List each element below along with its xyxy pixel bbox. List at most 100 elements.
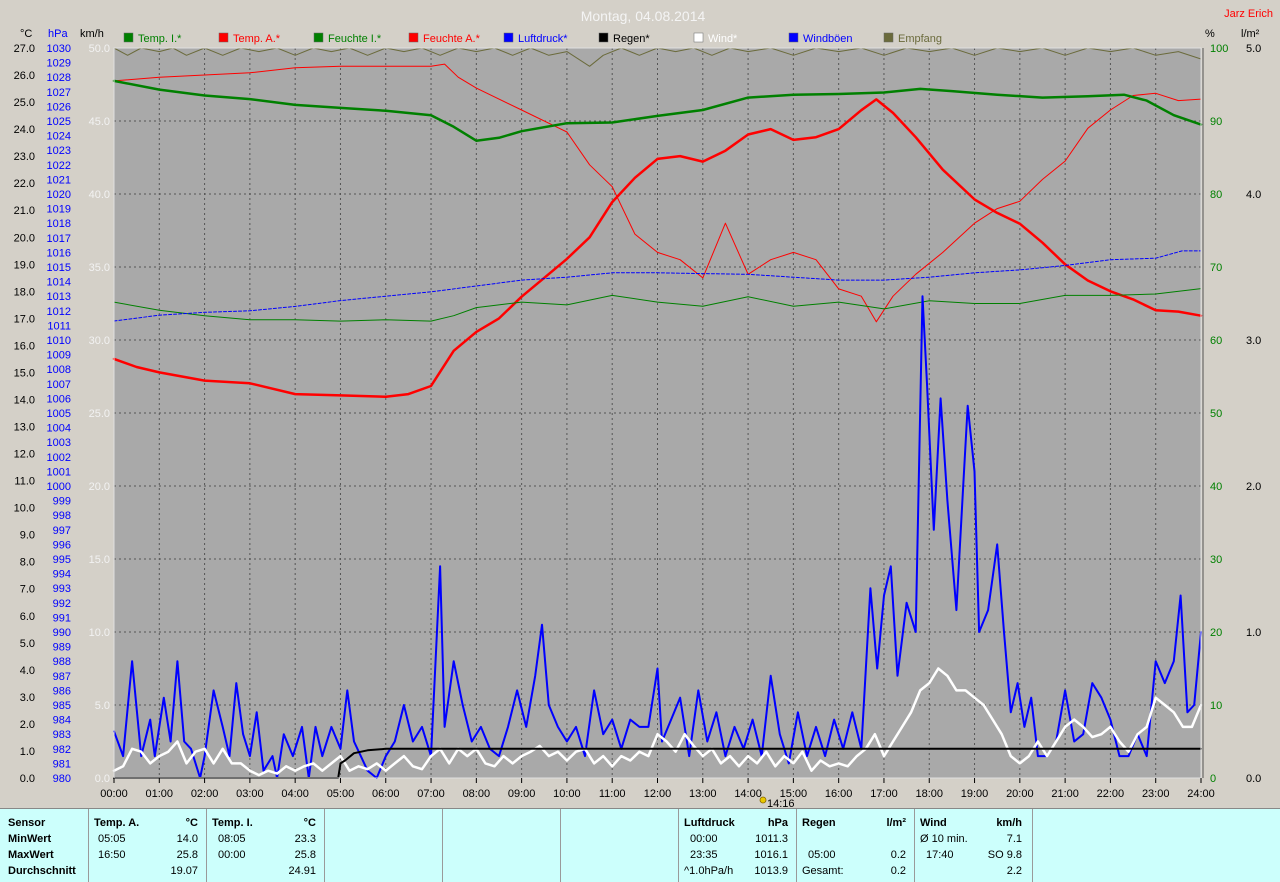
pressure-axis-tick: 989 — [53, 642, 71, 654]
stats-temp-i-unit: °C — [303, 817, 316, 829]
rain-axis-tick: 2.0 — [1246, 481, 1261, 493]
humidity-axis-tick: 10 — [1210, 700, 1222, 712]
left-axes: 27.0 26.0 25.0 24.0 23.0 22.0 21.0 20.0 19.0 18.0… — [14, 43, 110, 785]
stats-wind-max-value: SO 9.8 — [987, 849, 1022, 861]
stats-wind-column: Wind km/h Ø 10 min. 7.1 17:40 SO 9.8 2.2 — [914, 809, 1033, 882]
temp-axis-tick: 7.0 — [20, 584, 35, 596]
humidity-axis-tick: 100 — [1210, 43, 1228, 55]
stats-pressure-trend: ^1.0hPa/h — [684, 865, 734, 877]
humidity-axis-tick: 90 — [1210, 116, 1222, 128]
grid-lines — [114, 48, 1201, 778]
x-axis-tick: 05:00 — [327, 788, 355, 800]
x-axis-tick: 06:00 — [372, 788, 400, 800]
pressure-axis-tick: 980 — [53, 773, 71, 785]
temp-axis-tick: 6.0 — [20, 611, 35, 623]
pressure-axis-tick: 1024 — [47, 131, 71, 143]
humidity-axis-tick: 50 — [1210, 408, 1222, 420]
legend-swatch — [598, 32, 609, 43]
pressure-axis-tick: 1005 — [47, 408, 71, 420]
stats-rain-header: Regen — [802, 817, 836, 829]
x-axis-tick: 16:00 — [825, 788, 853, 800]
stats-wind-unit: km/h — [996, 817, 1022, 829]
pressure-axis-tick: 987 — [53, 671, 71, 683]
stats-pressure-max-value: 1016.1 — [754, 849, 788, 861]
pressure-axis-tick: 1026 — [47, 101, 71, 113]
temp-axis-tick: 13.0 — [14, 422, 35, 434]
pressure-axis-tick: 981 — [53, 758, 71, 770]
legend-label: Wind* — [708, 33, 738, 45]
legend-item: Regen* — [598, 32, 650, 45]
temp-axis-tick: 22.0 — [14, 178, 35, 190]
stats-temp-a-min-time: 05:05 — [98, 833, 126, 845]
temp-axis-tick: 27.0 — [14, 43, 35, 55]
stats-pressure-unit: hPa — [767, 817, 788, 829]
stats-temp-i-avg-value: 24.91 — [288, 865, 316, 877]
x-axis-tick: 24:00 — [1187, 788, 1215, 800]
temp-axis-tick: 5.0 — [20, 638, 35, 650]
temp-axis-tick: 16.0 — [14, 340, 35, 352]
pressure-axis-tick: 1020 — [47, 189, 71, 201]
x-axis-tick: 03:00 — [236, 788, 264, 800]
pressure-axis-tick: 986 — [53, 685, 71, 697]
stats-temp-a-column: Temp. A. °C 05:05 14.0 16:50 25.8 19.07 — [88, 809, 207, 882]
x-axis-tick: 18:00 — [915, 788, 943, 800]
pressure-axis-tick: 997 — [53, 525, 71, 537]
x-axis: 00:00 01:00 02:00 03:00 04:00 05:00 06:00 07:00… — [100, 778, 1215, 800]
pressure-axis-tick: 1012 — [47, 306, 71, 318]
stats-empty-column-2 — [442, 809, 561, 882]
wind-axis-tick: 10.0 — [89, 627, 110, 639]
pressure-axis-tick: 983 — [53, 729, 71, 741]
chart-title: Montag, 04.08.2014 — [581, 8, 706, 24]
wind-axis-tick: 15.0 — [89, 554, 110, 566]
sun-icon — [759, 796, 767, 804]
stats-temp-i-max-value: 25.8 — [294, 849, 316, 861]
temp-axis-tick: 26.0 — [14, 70, 35, 82]
rain-axis-tick: 0.0 — [1246, 773, 1261, 785]
x-axis-tick: 21:00 — [1051, 788, 1079, 800]
x-axis-tick: 11:00 — [599, 788, 626, 800]
x-axis-tick: 08:00 — [463, 788, 491, 800]
wind-axis-tick: 35.0 — [89, 262, 110, 274]
stats-pressure-header: Luftdruck — [684, 817, 735, 829]
legend-swatch — [788, 32, 799, 43]
pressure-axis-tick: 1023 — [47, 145, 71, 157]
pressure-axis-tick: 1002 — [47, 452, 71, 464]
rain-axis-tick: 4.0 — [1246, 189, 1261, 201]
temp-axis-tick: 21.0 — [14, 205, 35, 217]
pressure-axis-tick: 988 — [53, 656, 71, 668]
pressure-axis-tick: 1013 — [47, 291, 71, 303]
temp-axis-tick: 1.0 — [20, 746, 35, 758]
wind-axis-tick: 30.0 — [89, 335, 110, 347]
stats-temp-i-column: Temp. I. °C 08:05 23.3 00:00 25.8 24.91 — [206, 809, 325, 882]
temp-axis-tick: 10.0 — [14, 503, 35, 515]
legend-swatch — [408, 32, 419, 43]
legend-item: Temp. A.* — [218, 32, 281, 45]
stats-rain-unit: l/m² — [886, 817, 906, 829]
wind-axis-tick: 5.0 — [95, 700, 110, 712]
pressure-axis-tick: 1010 — [47, 335, 71, 347]
humidity-axis-tick: 20 — [1210, 627, 1222, 639]
stats-rain-max-time: 05:00 — [808, 849, 836, 861]
pressure-axis-tick: 1008 — [47, 364, 71, 376]
stats-sensor-header: Sensor — [8, 817, 46, 829]
pressure-axis-tick: 982 — [53, 744, 71, 756]
wind-axis-tick: 0.0 — [95, 773, 110, 785]
pressure-axis-tick: 1027 — [47, 87, 71, 99]
pressure-axis-tick: 1028 — [47, 72, 71, 84]
rain-axis-tick: 1.0 — [1246, 627, 1261, 639]
legend-label: Temp. A.* — [233, 33, 281, 45]
legend-swatch — [313, 32, 324, 43]
humidity-axis-tick: 40 — [1210, 481, 1222, 493]
temp-axis-tick: 15.0 — [14, 367, 35, 379]
legend-swatch — [693, 32, 704, 43]
pressure-axis-tick: 985 — [53, 700, 71, 712]
pressure-axis-tick: 1004 — [47, 423, 71, 435]
pressure-axis-tick: 1025 — [47, 116, 71, 128]
stats-row-min-label: MinWert — [8, 833, 52, 845]
pressure-axis-tick: 990 — [53, 627, 71, 639]
temp-axis-tick: 17.0 — [14, 313, 35, 325]
x-axis-tick: 22:00 — [1097, 788, 1125, 800]
x-axis-tick: 12:00 — [644, 788, 672, 800]
pressure-axis-tick: 1022 — [47, 160, 71, 172]
